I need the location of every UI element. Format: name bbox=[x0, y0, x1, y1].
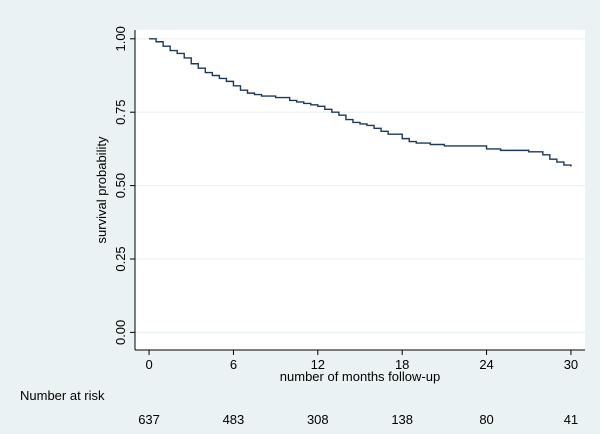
survival-curve bbox=[149, 38, 572, 167]
x-tick-label-5: 30 bbox=[564, 357, 578, 372]
y-tick-label-1: 0.25 bbox=[113, 246, 128, 271]
y-axis: 0.00 0.25 0.50 0.75 1.00 bbox=[113, 26, 136, 350]
x-tick-label-1: 6 bbox=[230, 357, 237, 372]
grid-lines bbox=[135, 38, 585, 333]
y-tick-label-2: 0.50 bbox=[113, 173, 128, 198]
risk-count-5: 41 bbox=[564, 412, 578, 427]
x-tick-label-0: 0 bbox=[145, 357, 152, 372]
x-axis-title: number of months follow-up bbox=[280, 369, 440, 384]
risk-count-3: 138 bbox=[391, 412, 413, 427]
risk-count-2: 308 bbox=[307, 412, 329, 427]
number-at-risk-label: Number at risk bbox=[20, 388, 105, 403]
x-tick-label-3: 18 bbox=[395, 357, 409, 372]
x-axis: 0 6 12 18 24 30 bbox=[135, 349, 585, 372]
risk-count-1: 483 bbox=[223, 412, 245, 427]
x-tick-label-2: 12 bbox=[311, 357, 325, 372]
plot-area bbox=[135, 30, 585, 350]
y-tick-label-0: 0.00 bbox=[113, 320, 128, 345]
x-tick-label-4: 24 bbox=[479, 357, 493, 372]
y-tick-label-4: 1.00 bbox=[113, 26, 128, 51]
risk-count-0: 637 bbox=[138, 412, 160, 427]
number-at-risk-counts: 637 483 308 138 80 41 bbox=[138, 412, 578, 427]
y-tick-label-3: 0.75 bbox=[113, 100, 128, 125]
y-axis-title: survival probability bbox=[94, 136, 109, 243]
risk-count-4: 80 bbox=[479, 412, 493, 427]
